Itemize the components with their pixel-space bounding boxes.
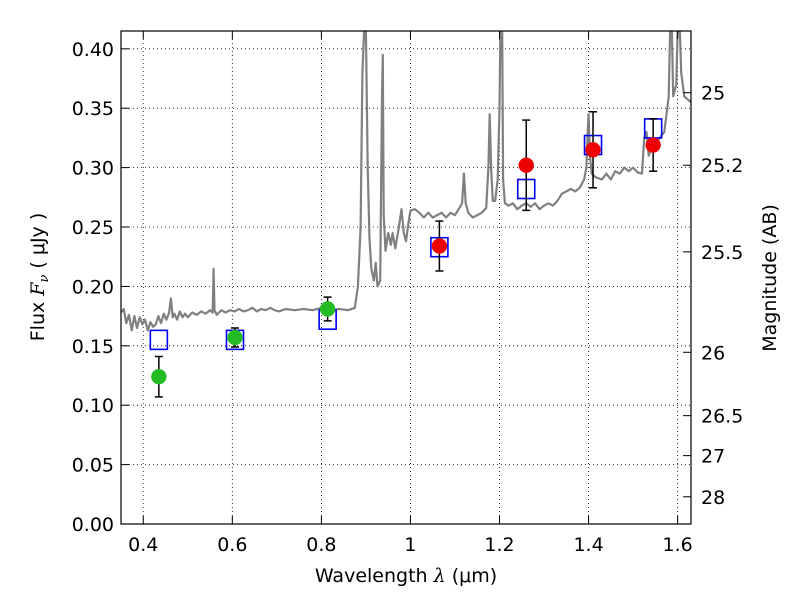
y2-tick-label: 25 [701, 83, 725, 105]
x-tick-label: 1.2 [484, 534, 514, 556]
model-square-marker [149, 329, 169, 351]
observed-point-marker [645, 137, 661, 153]
y2-tick-label: 26 [701, 342, 725, 364]
x-tick-label: 0.6 [217, 534, 247, 556]
y-tick-label: 0.05 [72, 455, 114, 477]
observed-point-marker [585, 142, 601, 158]
y-tick-label: 0.00 [72, 514, 114, 536]
x-tick-label: 1.6 [663, 534, 693, 556]
observed-point-marker [227, 329, 243, 346]
y2-tick-label: 28 [701, 487, 725, 509]
plot-frame [120, 30, 692, 525]
plot-background [121, 31, 691, 524]
observed-photometry-points [151, 137, 661, 385]
x-tick-label: 1 [404, 534, 416, 556]
x-tick-label: 1.4 [573, 534, 603, 556]
x-axis-label: Wavelength λ (μm) [315, 565, 497, 587]
y-tick-label: 0.40 [72, 39, 114, 61]
y2-tick-label: 25.2 [701, 155, 743, 177]
y-tick-label: 0.10 [72, 395, 114, 417]
observed-point-marker [151, 368, 167, 385]
y2-tick-label: 26.5 [701, 406, 743, 428]
y-tick-label: 0.15 [72, 336, 114, 358]
y2-axis-label: Magnitude (AB) [759, 204, 781, 352]
axis-ticks: 0.4 0.6 0.8 1 1.2 1.4 1.6 0.00 0.05 0.10 0.15 0.20 0… [72, 31, 743, 556]
y-tick-label: 0.35 [72, 98, 114, 120]
y2-tick-label: 25.5 [701, 242, 743, 264]
x-tick-label: 0.4 [128, 534, 158, 556]
observed-point-marker [319, 301, 336, 317]
y2-tick-label: 27 [701, 446, 725, 468]
observed-point-marker [518, 157, 534, 173]
observed-point-marker [431, 238, 448, 254]
x-tick-label: 0.8 [306, 534, 336, 556]
y-axis-label: Flux Fν ( μJy ) [27, 213, 52, 342]
y-tick-label: 0.30 [72, 158, 114, 180]
y-tick-label: 0.20 [72, 276, 114, 298]
y-tick-label: 0.25 [72, 217, 114, 239]
